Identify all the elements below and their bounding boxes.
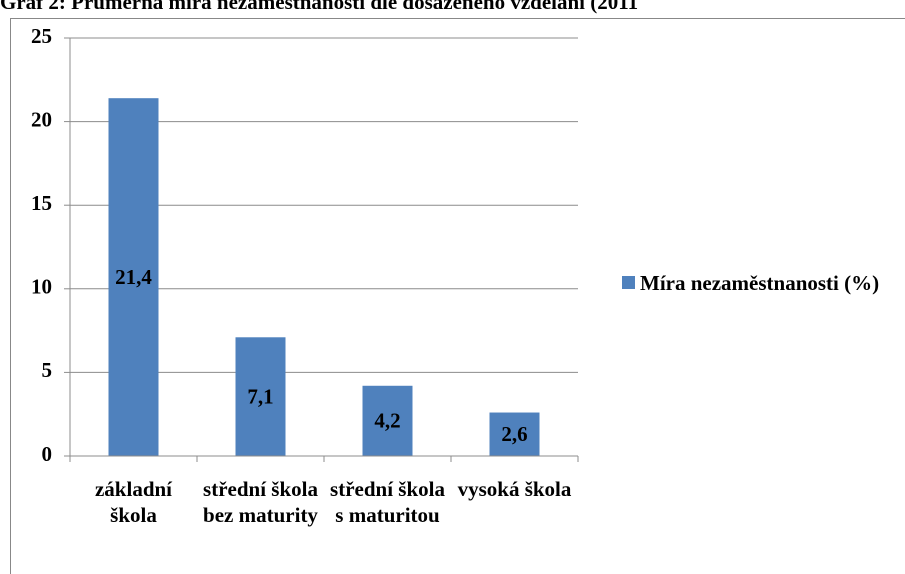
y-tick-label: 0 — [42, 442, 53, 466]
x-tick-label: vysoká škola — [457, 477, 572, 501]
bar — [108, 98, 159, 456]
x-tick-label: střední škola s maturitou — [330, 477, 445, 527]
y-tick-label: 5 — [42, 358, 53, 382]
bar — [235, 337, 286, 456]
chart-title: Graf 2: Průměrná míra nezaměstnanosti dl… — [0, 0, 639, 14]
x-tick-label: základní škola — [94, 477, 173, 527]
legend-swatch — [622, 276, 635, 289]
x-tick-label: střední škola bez maturity — [203, 477, 318, 527]
data-label: 21,4 — [115, 265, 152, 289]
data-label: 4,2 — [374, 409, 400, 433]
y-tick-label: 15 — [31, 191, 52, 215]
y-tick-label: 25 — [31, 24, 52, 48]
bar — [362, 385, 413, 456]
y-tick-label: 20 — [31, 107, 52, 131]
data-label: 7,1 — [247, 384, 273, 408]
data-label: 2,6 — [501, 422, 527, 446]
y-tick-label: 10 — [31, 275, 52, 299]
legend-label: Míra nezaměstnanosti (%) — [640, 271, 880, 295]
bar — [489, 412, 540, 456]
